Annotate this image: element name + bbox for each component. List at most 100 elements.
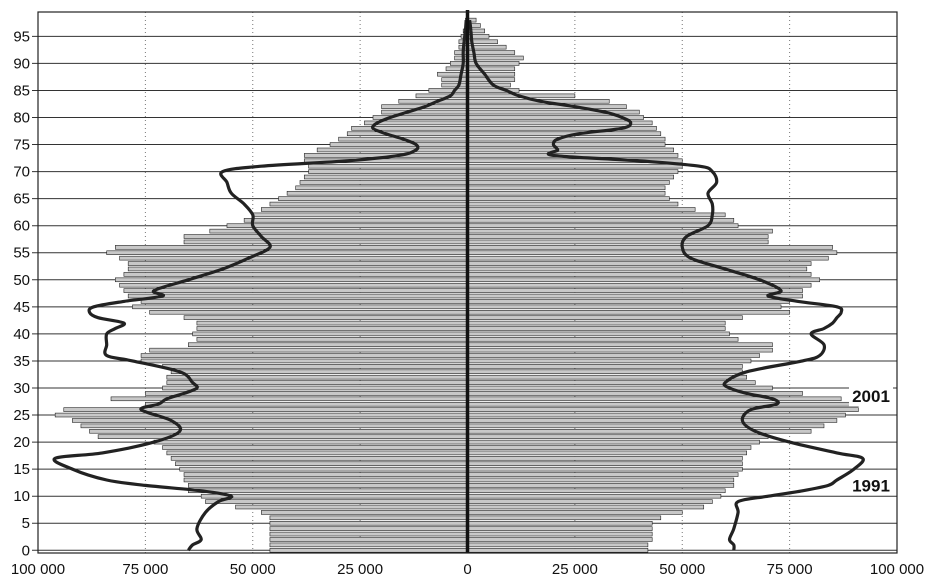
x-tick-label: 75 000: [122, 561, 168, 578]
bar-2001-left: [269, 201, 468, 207]
bar-2001-left: [295, 185, 468, 191]
y-tick-label: 5: [22, 515, 30, 532]
y-tick-label: 70: [13, 164, 30, 181]
bar-2001-right: [467, 169, 679, 174]
bar-2001-left: [316, 147, 468, 153]
bar-2001-left: [140, 358, 468, 364]
bar-2001-left: [115, 245, 468, 250]
bar-2001-right: [467, 526, 653, 531]
bar-2001-right: [467, 548, 649, 553]
x-tick-label: 25 000: [337, 561, 383, 578]
bar-2001-left: [162, 385, 468, 391]
y-tick-label: 50: [13, 272, 30, 289]
series-label-2001: 2001: [852, 387, 890, 406]
bar-2001-left: [196, 320, 468, 326]
bar-2001-right: [467, 483, 735, 488]
bar-2001-right: [467, 364, 743, 369]
bar-2001-right: [467, 66, 516, 72]
bar-2001-right: [467, 180, 670, 185]
bar-2001-left: [115, 277, 468, 283]
bar-2001-right: [467, 71, 516, 77]
bar-2001-left: [269, 531, 468, 537]
bar-2001-left: [183, 472, 468, 477]
bar-2001-right: [467, 245, 833, 250]
bar-2001-left: [54, 412, 468, 418]
bar-2001-right: [467, 131, 662, 136]
bar-2001-left: [269, 548, 468, 553]
bar-2001-right: [467, 218, 735, 223]
bar-2001-left: [278, 196, 468, 201]
bar-2001-right: [467, 196, 670, 201]
bar-2001-right: [467, 250, 838, 255]
x-tick-label: 100 000: [11, 561, 65, 578]
bar-2001-right: [467, 304, 782, 310]
bar-2001-right: [467, 510, 683, 515]
bar-2001-left: [80, 423, 468, 429]
bar-2001-right: [467, 445, 752, 450]
line-1991-right: [468, 19, 865, 551]
bar-2001-left: [381, 109, 468, 115]
bar-2001-left: [145, 401, 468, 407]
bar-2001-left: [308, 169, 468, 174]
bar-2001-right: [467, 401, 859, 407]
y-tick-label: 0: [22, 542, 30, 559]
y-tick-label: 60: [13, 218, 30, 235]
bar-2001-left: [106, 250, 468, 255]
bar-2001-right: [467, 320, 726, 326]
bar-2001-right: [467, 466, 743, 472]
series-labels: 2001 1991: [849, 387, 893, 496]
bar-2001-left: [166, 450, 468, 456]
bar-2001-right: [467, 120, 653, 126]
bar-2001-right: [467, 212, 726, 218]
bar-2001-left: [329, 142, 468, 147]
bar-2001-right: [467, 163, 683, 169]
x-tick-label: 50 000: [230, 561, 276, 578]
bar-2001-right: [467, 331, 730, 337]
bar-2001-right: [467, 418, 838, 423]
bar-2001-left: [183, 477, 468, 483]
bar-2001-left: [351, 126, 468, 131]
bar-2001-right: [467, 239, 769, 245]
bar-2001-left: [166, 380, 468, 385]
bar-2001-right: [467, 499, 713, 504]
series-label-background: [849, 476, 893, 496]
bar-2001-left: [149, 347, 468, 353]
bar-2001-left: [183, 234, 468, 239]
bar-2001-left: [127, 266, 468, 272]
bar-2001-left: [170, 456, 468, 461]
bar-2001-left: [179, 466, 468, 472]
bar-2001-right: [467, 223, 739, 228]
bar-2001-right: [467, 423, 825, 429]
bar-2001-left: [441, 77, 468, 82]
bar-2001-left: [188, 483, 468, 488]
bar-2001-left: [454, 50, 468, 55]
bar-2001-left: [149, 310, 468, 315]
bar-2001-right: [467, 293, 803, 299]
bar-2001-right: [467, 412, 846, 418]
y-tick-label: 25: [13, 407, 30, 424]
bar-2001-right: [467, 228, 773, 234]
bar-2001-left: [450, 61, 468, 66]
series-label-1991: 1991: [852, 476, 890, 495]
bar-2001-right: [467, 407, 859, 412]
bar-2001-left: [235, 504, 468, 510]
bar-2001-right: [467, 147, 674, 153]
bar-2001-left: [183, 315, 468, 320]
bar-2001-right: [467, 282, 812, 288]
bar-2001-right: [467, 82, 511, 88]
bar-2001-left: [192, 331, 468, 337]
y-tick-label: 20: [13, 434, 30, 451]
bar-2001-right: [467, 234, 769, 239]
bar-2001-right: [467, 207, 696, 212]
bar-2001-left: [441, 82, 468, 88]
bar-2001-right: [467, 185, 666, 191]
bar-2001-left: [269, 542, 468, 548]
bar-2001-left: [286, 190, 468, 196]
bar-2001-left: [415, 93, 468, 99]
bar-2001-right: [467, 515, 662, 521]
y-tick-label: 55: [13, 245, 30, 262]
x-tick-label: 50 000: [659, 561, 705, 578]
bar-2001-right: [467, 520, 653, 526]
bar-2001-left: [140, 299, 468, 304]
